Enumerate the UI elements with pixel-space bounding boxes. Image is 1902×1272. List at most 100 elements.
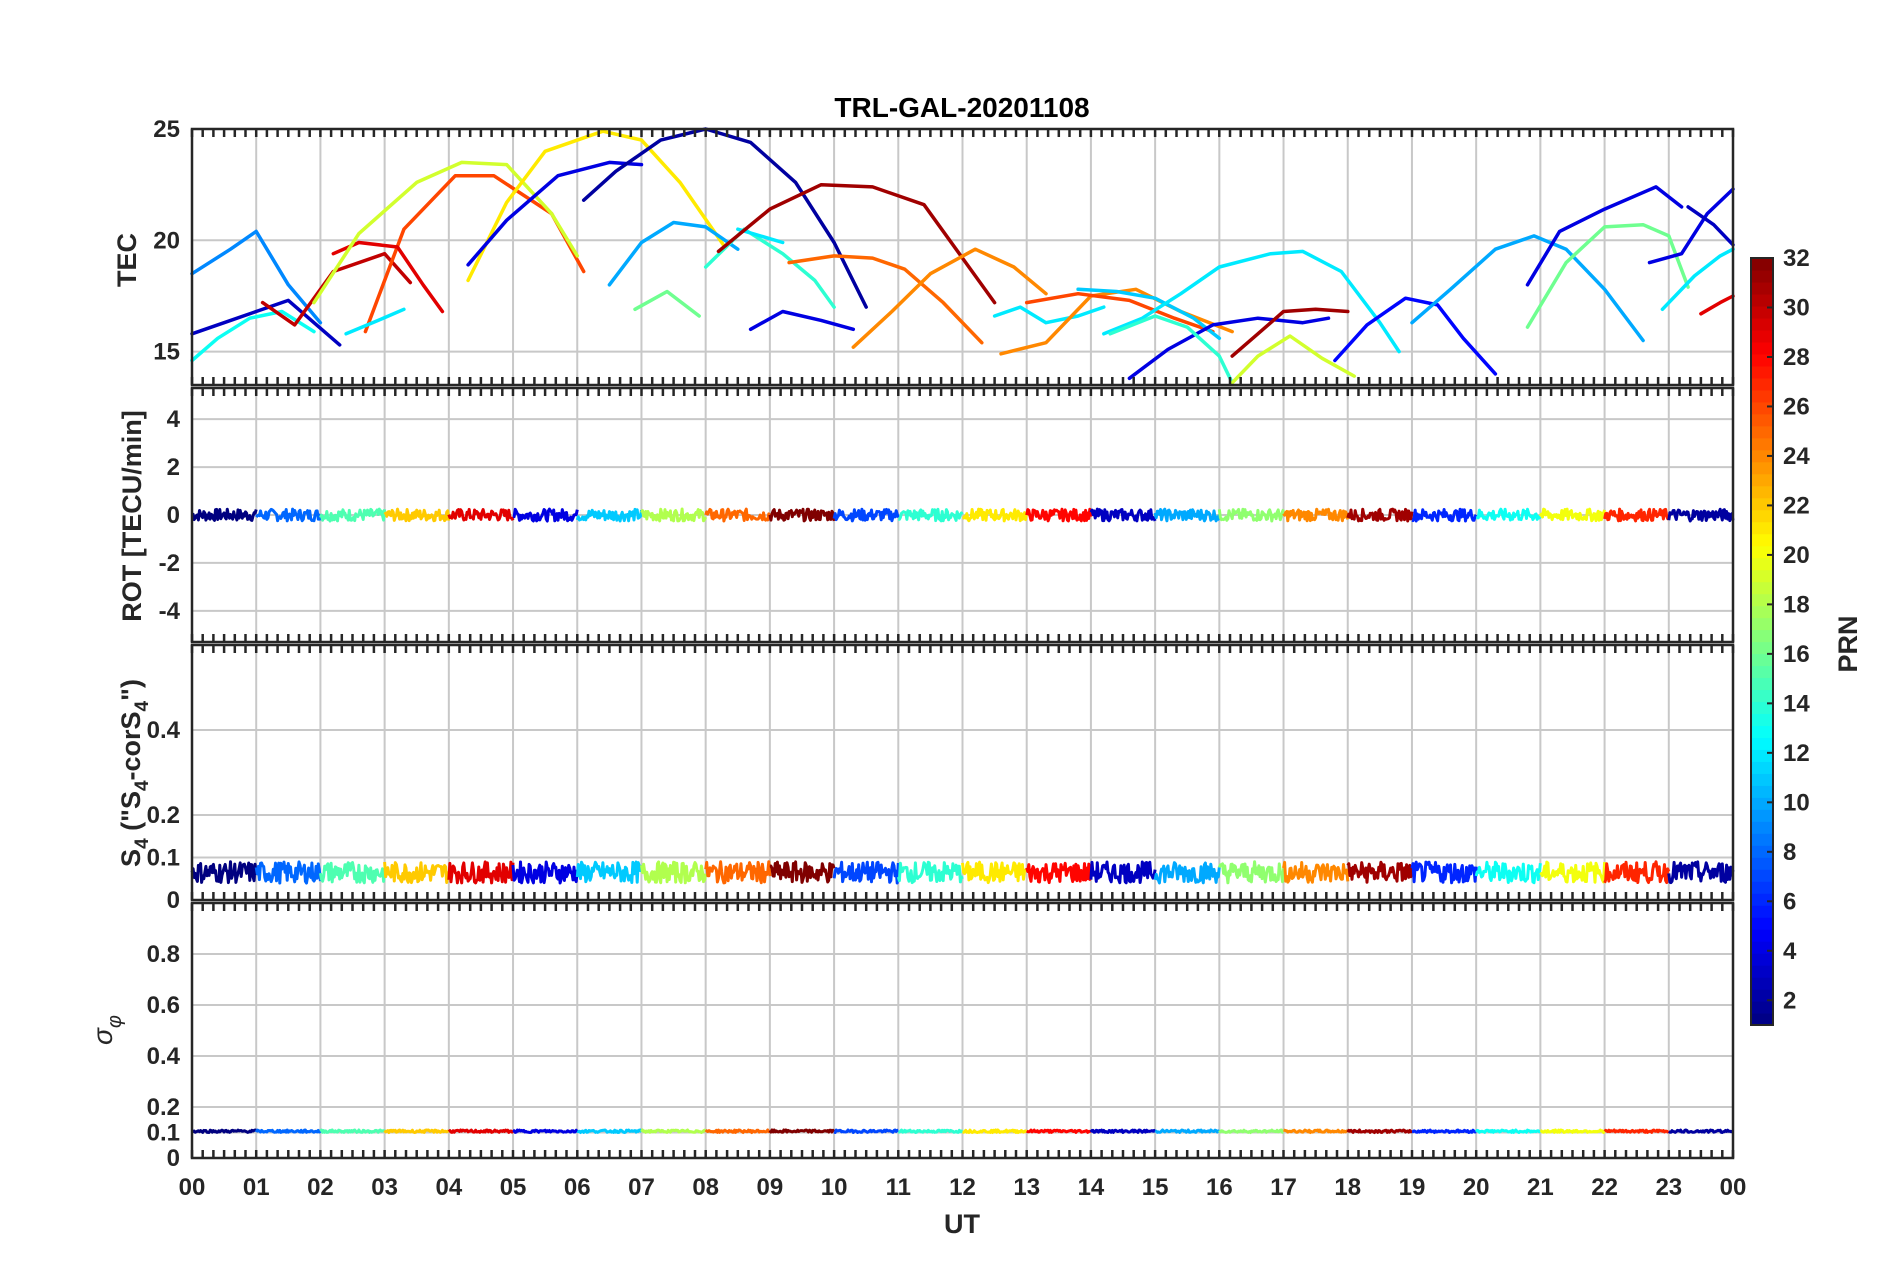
colorbar-swatch <box>1751 737 1773 750</box>
colorbar-tick-label: 10 <box>1783 789 1810 816</box>
tec-series-prn-21 <box>466 129 727 283</box>
y-tick-label: 0.2 <box>147 1094 180 1121</box>
colorbar-swatch <box>1751 929 1773 942</box>
noise-trace <box>1667 507 1735 523</box>
colorbar-swatch <box>1751 941 1773 954</box>
colorbar-tick-label: 28 <box>1783 344 1810 371</box>
colorbar-tick-label: 6 <box>1783 888 1796 915</box>
noise-trace <box>1474 1128 1542 1134</box>
colorbar-tick-label: 26 <box>1783 393 1810 420</box>
colorbar-swatch <box>1751 617 1773 631</box>
noise-trace <box>383 1128 450 1134</box>
colorbar-tick-label: 8 <box>1783 839 1796 866</box>
colorbar-swatch <box>1751 653 1773 667</box>
noise-trace <box>769 860 836 884</box>
y-tick-label: 0.4 <box>147 717 181 744</box>
noise-trace <box>1603 507 1671 523</box>
colorbar-tick-label: 12 <box>1783 740 1810 767</box>
tec-series-prn-12 <box>1102 249 1401 354</box>
noise-trace <box>1410 860 1478 885</box>
colorbar-swatch <box>1751 341 1773 355</box>
noise-trace <box>1154 1128 1221 1134</box>
colorbar-swatch <box>1751 258 1773 271</box>
noise-trace <box>962 1128 1028 1134</box>
y-tick-label: 0.2 <box>147 802 180 829</box>
noise-trace <box>447 507 515 522</box>
colorbar-swatch <box>1751 821 1773 834</box>
y-tick-label: -2 <box>159 550 180 577</box>
colorbar-swatch <box>1751 317 1773 331</box>
tec-panel: 15 20 25 <box>153 116 1735 387</box>
noise-trace <box>1283 1128 1349 1134</box>
colorbar-swatch <box>1751 425 1773 439</box>
colorbar-swatch <box>1751 281 1773 295</box>
colorbar-swatch <box>1751 437 1773 451</box>
noise-trace <box>575 860 643 884</box>
noise-trace <box>897 1128 964 1134</box>
colorbar-label: PRN <box>1833 615 1863 672</box>
sigma-phi-panel: 0.8 0.6 0.4 0.20.10 <box>147 901 1735 1172</box>
tec-series-prn-26 <box>1024 291 1215 334</box>
colorbar-swatch <box>1751 569 1773 583</box>
tec-series-prn-12 <box>992 305 1106 325</box>
colorbar-swatch <box>1751 989 1773 1002</box>
noise-trace <box>1217 860 1285 885</box>
tec-series-prn-12 <box>1660 247 1735 312</box>
colorbar-swatch <box>1751 809 1773 822</box>
colorbar-tick-label: 14 <box>1783 690 1810 717</box>
colorbar-swatch <box>1751 521 1773 535</box>
noise-trace <box>1603 860 1671 885</box>
tec-series-prn-13 <box>190 309 316 363</box>
noise-trace <box>897 507 964 523</box>
s4-panel: 0.4 0.2 0.1 0 <box>147 643 1735 914</box>
noise-trace <box>832 860 900 885</box>
tec-series-prn-5 <box>1333 296 1498 376</box>
rot-ylabel: ROT [TECU/min] <box>117 410 147 621</box>
tec-series-prn-3 <box>190 298 342 347</box>
colorbar-swatch <box>1751 773 1773 786</box>
colorbar-swatch <box>1751 965 1773 978</box>
tec-series-prn-4 <box>1647 187 1735 265</box>
noise-trace <box>512 507 579 523</box>
colorbar-swatch <box>1751 329 1773 343</box>
tec-series-prn-16 <box>633 289 701 318</box>
noise-trace <box>962 507 1029 523</box>
colorbar-tick-label: 16 <box>1783 641 1810 668</box>
colorbar-swatch <box>1751 269 1773 283</box>
noise-trace <box>254 860 322 885</box>
x-tick-label: 15 <box>1142 1174 1169 1201</box>
colorbar-swatch <box>1751 881 1773 894</box>
noise-trace <box>768 507 836 523</box>
colorbar-tick-label: 18 <box>1783 591 1810 618</box>
x-tick-label: 12 <box>949 1174 976 1201</box>
x-tick-label: 22 <box>1591 1174 1618 1201</box>
colorbar-tick-label: 30 <box>1783 294 1810 321</box>
rot-panel: 4 2 0 -2 -4 <box>159 386 1735 644</box>
tec-series-prn-25 <box>787 254 984 345</box>
x-tick-label: 03 <box>371 1174 398 1201</box>
noise-trace <box>1153 507 1221 523</box>
tec-series-prn-11 <box>1076 287 1222 341</box>
noise-trace <box>190 860 258 885</box>
colorbar-swatch <box>1751 845 1773 858</box>
colorbar-swatch <box>1751 377 1773 391</box>
noise-trace <box>1025 507 1093 523</box>
noise-trace <box>832 507 900 523</box>
noise-trace <box>254 1128 322 1134</box>
noise-trace <box>1025 1128 1092 1134</box>
noise-trace <box>191 507 258 522</box>
tec-ylabel: TEC <box>112 233 142 287</box>
noise-trace <box>1346 1128 1414 1134</box>
colorbar-swatch <box>1751 473 1773 487</box>
x-axis-tick-labels: 00 01 02 03 04 05 06 07 08 09 10 11 12 13 14 15 16 17 18 19… <box>179 1174 1747 1201</box>
colorbar-swatch <box>1751 629 1773 643</box>
noise-trace <box>1153 861 1221 885</box>
colorbar-swatch <box>1751 461 1773 475</box>
colorbar-swatch <box>1751 557 1773 571</box>
x-tick-marks <box>190 388 1735 642</box>
y-tick-label: 20 <box>153 227 180 254</box>
colorbar-swatch <box>1751 665 1773 679</box>
x-tick-label: 05 <box>500 1174 527 1201</box>
noise-trace <box>1539 1128 1606 1134</box>
